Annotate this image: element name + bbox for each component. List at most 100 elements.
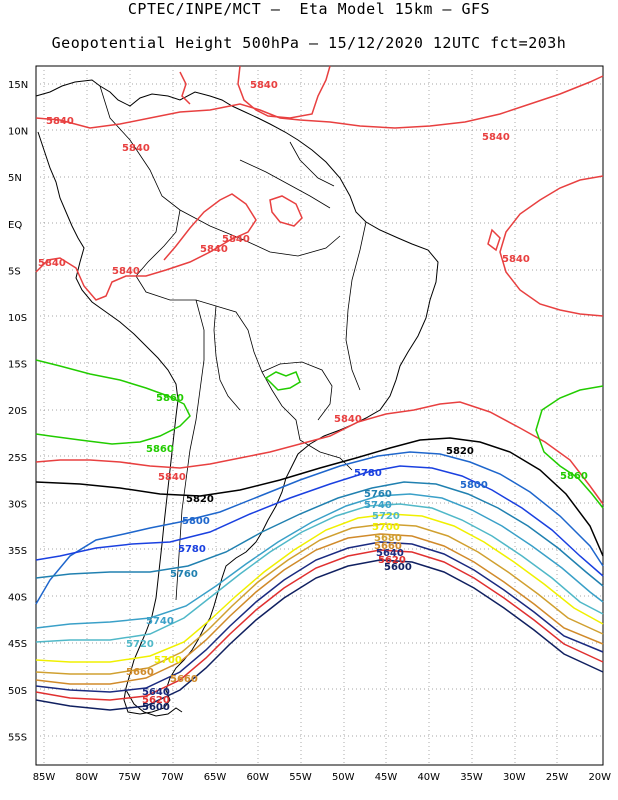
contour-label: 5800	[182, 516, 210, 527]
lon-tick-label: 70W	[161, 772, 184, 783]
contour-label: 5780	[354, 468, 382, 479]
lat-tick-label: 35S	[8, 546, 27, 557]
contour-5840-north-3	[179, 71, 191, 105]
contour-label: 5840	[334, 414, 362, 425]
contour-lines	[35, 65, 604, 711]
coastline	[35, 79, 439, 717]
contour-5780	[35, 465, 604, 577]
longitude-labels: 85W 80W 75W 70W 65W 60W 55W 50W 45W 40W 35W 30W 25W 2…	[33, 772, 611, 783]
lon-tick-label: 20W	[588, 772, 611, 783]
contour-5840-andes	[35, 193, 257, 301]
contour-label: 5800	[460, 480, 488, 491]
lat-tick-label: 40S	[8, 593, 27, 604]
contour-label: 5840	[158, 472, 186, 483]
contour-label: 5640	[376, 548, 404, 559]
lat-tick-label: 10N	[8, 127, 28, 138]
contour-5800	[35, 451, 604, 605]
contour-label: 5840	[46, 116, 74, 127]
latitude-labels: 15N 10N 5N EQ 5S 10S 15S 20S 25S 30S 35S 40S 45S 50S 5…	[8, 80, 28, 743]
contour-5860-east	[535, 385, 604, 509]
contour-label: 5700	[372, 522, 400, 533]
contour-5840-east-2	[487, 228, 501, 252]
country-borders	[99, 85, 367, 601]
contour-5640	[35, 541, 604, 693]
lat-tick-label: 25S	[8, 453, 27, 464]
lat-tick-label: 20S	[8, 406, 27, 417]
lat-tick-label: 10S	[8, 313, 27, 324]
contour-label: 5860	[560, 471, 588, 482]
contour-5700	[35, 513, 604, 663]
contour-label: 5740	[364, 500, 392, 511]
contour-5600	[35, 559, 604, 711]
lon-tick-label: 40W	[417, 772, 440, 783]
lon-tick-label: 50W	[332, 772, 355, 783]
contour-5840-north-2	[237, 65, 331, 119]
lon-tick-label: 80W	[75, 772, 98, 783]
title-line-2: Geopotential Height 500hPa – 15/12/2020 …	[51, 34, 567, 52]
lat-tick-label: 55S	[8, 732, 27, 743]
title-line-1: CPTEC/INPE/MCT – Eta Model 15km – GFS	[127, 0, 491, 18]
lon-tick-label: 60W	[246, 772, 269, 783]
contour-5720	[35, 503, 604, 643]
lon-tick-label: 45W	[375, 772, 398, 783]
contour-5840-north	[35, 75, 604, 129]
contour-label: 5840	[122, 143, 150, 154]
contour-label: 5840	[200, 244, 228, 255]
contour-label: 5720	[372, 511, 400, 522]
contour-label: 5780	[178, 544, 206, 555]
contour-5840-east	[499, 175, 604, 317]
contour-label: 5840	[482, 132, 510, 143]
lat-tick-label: 5N	[8, 173, 22, 184]
contour-5760	[35, 481, 604, 587]
contour-5860-small	[264, 371, 301, 391]
contour-label: 5860	[146, 444, 174, 455]
contour-label: 5840	[250, 80, 278, 91]
contour-5820	[35, 437, 604, 557]
contour-label: 5720	[126, 639, 154, 650]
lat-tick-label: 30S	[8, 499, 27, 510]
contour-label: 5760	[364, 489, 392, 500]
contour-label: 5820	[186, 494, 214, 505]
lon-tick-label: 65W	[204, 772, 227, 783]
lat-tick-label: EQ	[8, 220, 22, 231]
contour-label: 5680	[374, 533, 402, 544]
lon-tick-label: 85W	[33, 772, 56, 783]
lon-tick-label: 25W	[546, 772, 569, 783]
lon-tick-label: 30W	[503, 772, 526, 783]
contour-label: 5820	[446, 446, 474, 457]
contour-label: 5660	[170, 674, 198, 685]
plot-frame	[35, 65, 604, 766]
lon-tick-label: 35W	[460, 772, 483, 783]
contour-5680	[35, 523, 604, 675]
contour-labels: 5840 5840 5840 5840 5840 5840 5840 5840 …	[38, 80, 588, 713]
contour-label: 5840	[222, 234, 250, 245]
lon-tick-label: 75W	[118, 772, 141, 783]
lat-tick-label: 50S	[8, 686, 27, 697]
grid	[36, 66, 603, 765]
contour-label: 5860	[156, 393, 184, 404]
contour-label: 5620	[378, 555, 406, 566]
contour-label: 5740	[146, 616, 174, 627]
contour-5840-amazon	[269, 195, 303, 227]
contour-label: 5840	[502, 254, 530, 265]
contour-5860-west	[35, 359, 191, 445]
contour-label: 5640	[142, 687, 170, 698]
lat-tick-label: 15N	[8, 80, 28, 91]
contour-label: 5760	[170, 569, 198, 580]
contour-5740	[35, 493, 604, 629]
contour-5660	[35, 533, 604, 685]
contour-label: 5660	[374, 541, 402, 552]
lat-tick-label: 15S	[8, 360, 27, 371]
contour-5620	[35, 549, 604, 701]
contour-label: 5620	[142, 695, 170, 706]
contour-label: 5600	[384, 562, 412, 573]
lon-tick-label: 55W	[289, 772, 312, 783]
contour-label: 5840	[112, 266, 140, 277]
contour-label: 5600	[142, 702, 170, 713]
lat-tick-label: 45S	[8, 639, 27, 650]
contour-5840-south	[35, 401, 604, 505]
contour-label: 5660	[126, 667, 154, 678]
lat-tick-label: 5S	[8, 266, 21, 277]
contour-label: 5840	[38, 258, 66, 269]
